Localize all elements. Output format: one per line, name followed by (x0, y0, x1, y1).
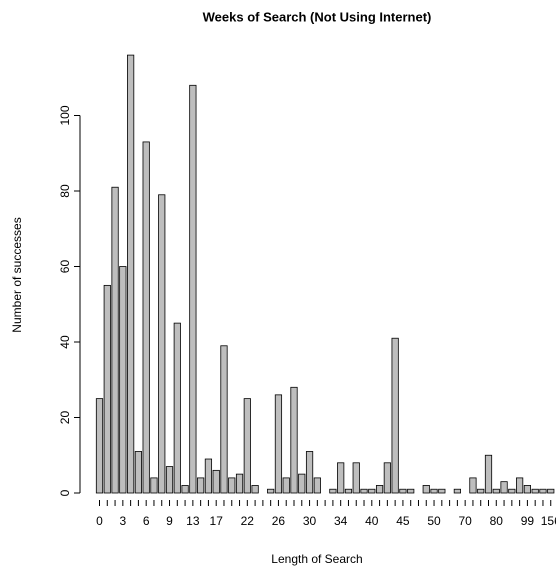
y-tick-label: 100 (58, 105, 72, 125)
bar (547, 488, 555, 494)
x-tick-label: 26 (272, 514, 286, 528)
y-axis-title: Number of successes (10, 217, 24, 332)
bar (360, 488, 368, 494)
bar (189, 84, 197, 494)
bar (399, 488, 407, 494)
bar (523, 485, 532, 494)
bar (352, 462, 360, 494)
bar (492, 488, 500, 494)
bar (290, 386, 298, 494)
bar (142, 141, 150, 494)
x-tick-label: 17 (210, 514, 224, 528)
bar (127, 54, 135, 494)
x-tick-label: 70 (458, 514, 472, 528)
bar (438, 488, 446, 494)
y-tick-label: 80 (58, 184, 72, 198)
x-tick-label: 0 (96, 514, 103, 528)
x-tick-label: 30 (303, 514, 317, 528)
bar (251, 485, 259, 494)
bar (407, 488, 415, 494)
bar (119, 266, 127, 494)
bar (500, 481, 508, 494)
x-tick-label: 13 (186, 514, 200, 528)
x-tick-label: 99 (521, 514, 535, 528)
x-tick-label: 34 (334, 514, 348, 528)
bar (453, 488, 461, 494)
x-tick-label: 45 (396, 514, 410, 528)
bar (134, 451, 142, 494)
bar (516, 477, 524, 494)
bar (375, 485, 384, 494)
bar (313, 477, 321, 494)
bar (158, 194, 166, 494)
bar (165, 466, 174, 494)
bar (484, 454, 493, 494)
x-tick-label: 6 (143, 514, 150, 528)
y-tick-label: 60 (58, 260, 72, 274)
bar (150, 477, 158, 494)
bar (391, 337, 399, 494)
x-tick-label: 9 (166, 514, 173, 528)
bar (329, 488, 337, 494)
x-tick-label: 22 (241, 514, 255, 528)
bar (508, 488, 516, 494)
bar (282, 477, 290, 494)
bar (173, 322, 181, 494)
bar (235, 473, 244, 494)
bar (274, 394, 283, 494)
bar (111, 186, 119, 494)
x-tick-label: 80 (490, 514, 504, 528)
chart-title: Weeks of Search (Not Using Internet) (203, 9, 432, 24)
bar (368, 488, 376, 494)
bar (181, 485, 189, 494)
bar (103, 284, 111, 494)
x-tick-label: 40 (365, 514, 379, 528)
bar (204, 458, 213, 494)
x-tick-label: 3 (119, 514, 126, 528)
y-tick-label: 40 (58, 335, 72, 349)
bar (220, 345, 228, 494)
bar (430, 488, 438, 494)
bar (298, 473, 306, 494)
bar (531, 488, 539, 494)
x-tick-label: 50 (427, 514, 441, 528)
bar (383, 462, 391, 494)
bar (267, 488, 275, 494)
bar (95, 398, 104, 494)
bar (337, 462, 345, 494)
bar (477, 488, 485, 494)
bar (197, 477, 205, 494)
x-axis-title: Length of Search (271, 552, 362, 566)
bar (344, 488, 353, 494)
bar (469, 477, 477, 494)
bar (228, 477, 236, 494)
bar (212, 469, 220, 494)
bar (243, 398, 251, 494)
y-tick-label: 20 (58, 411, 72, 425)
bar (539, 488, 547, 494)
bar (305, 451, 314, 494)
bar (422, 485, 430, 494)
x-tick-label: 156 (541, 514, 556, 528)
y-tick-label: 0 (58, 489, 72, 496)
